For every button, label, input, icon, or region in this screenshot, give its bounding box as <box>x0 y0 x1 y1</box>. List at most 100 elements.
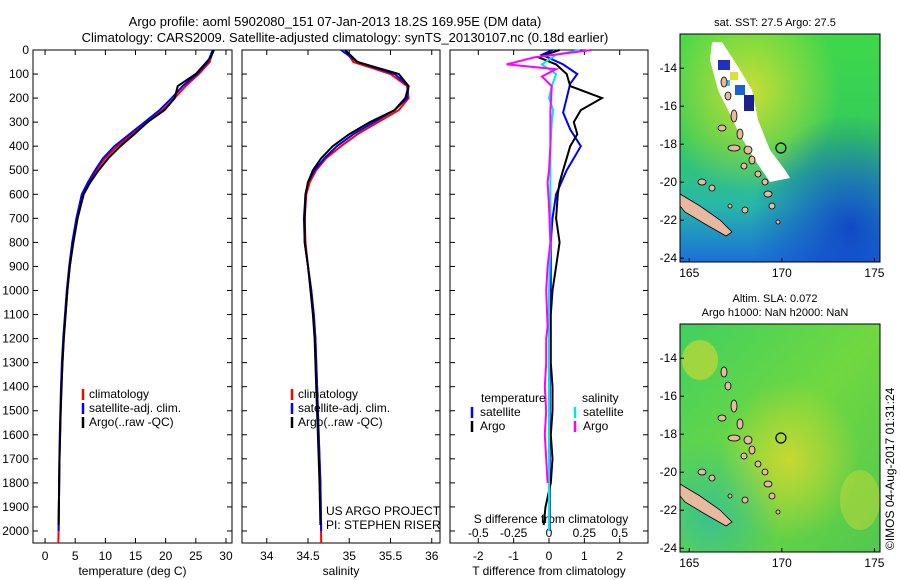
salinity-series-argo-raw-qc-[interactable] <box>303 49 410 526</box>
vanuatu-island <box>748 445 756 455</box>
salinity-legend-label: satellite-adj. clim. <box>298 401 390 415</box>
salinity-diff-tick-label: -0.5 <box>468 526 489 540</box>
depth-tick-label: 1400 <box>2 380 29 394</box>
sla-map[interactable] <box>680 324 880 552</box>
vanuatu-island <box>724 381 732 391</box>
sst-cold-region <box>680 34 880 262</box>
figure-title-line2: Climatology: CARS2009. Satellite-adjuste… <box>82 30 609 45</box>
sla_map-float-marker[interactable] <box>775 432 787 444</box>
differences-xlabel: T difference from climatology <box>472 564 626 578</box>
depth-tick-label: 1000 <box>2 283 29 297</box>
depth-tick-label: 700 <box>9 211 29 225</box>
sst_map-lon-label: 175 <box>864 266 884 280</box>
new-caledonia-island <box>679 483 733 527</box>
salinity-xtick-label: 36 <box>425 549 439 563</box>
vanuatu-island <box>748 155 756 165</box>
salinity-xtick-label: 34 <box>260 549 274 563</box>
temperature-series-argo-raw-qc-[interactable] <box>57 49 215 526</box>
depth-tick-label: 400 <box>9 139 29 153</box>
salinity-diff-tick-label: -0.25 <box>500 526 528 540</box>
sst_map-lat-label: -24 <box>660 251 678 265</box>
depth-tick-label: 1300 <box>2 356 29 370</box>
vanuatu-island <box>741 206 749 214</box>
sla-map-title-2: Argo h1000: NaN h2000: NaN <box>702 307 849 319</box>
depth-tick-label: 200 <box>9 91 29 105</box>
diff-legend-salinity-heading: salinity <box>582 391 619 405</box>
sst_map-lat-label: -16 <box>660 99 678 113</box>
temperature-legend-label: climatology <box>89 387 149 401</box>
vanuatu-island <box>754 460 762 468</box>
sst-map-title: sat. SST: 27.5 Argo: 27.5 <box>714 17 836 29</box>
temperature-series-satellite-adj-clim-[interactable] <box>57 49 214 532</box>
sst-map[interactable] <box>680 34 880 262</box>
salinity-diff-tick-label: 0.25 <box>573 526 597 540</box>
vanuatu-island <box>763 480 773 488</box>
salinity-xtick-label: 35.5 <box>379 549 403 563</box>
project-label: US ARGO PROJECT <box>326 504 441 518</box>
pi-label: PI: STEPHEN RISER <box>326 518 441 532</box>
sst_map-lat-label: -22 <box>660 213 678 227</box>
sla_map-lat-label: -22 <box>660 503 678 517</box>
vanuatu-island <box>727 493 733 499</box>
sla_map-frame <box>679 323 881 553</box>
vanuatu-island <box>768 492 776 500</box>
differences-panel[interactable]: -2 -1 0 1 2T difference from climatology -0.5… <box>449 49 649 578</box>
vanuatu-island <box>775 509 781 515</box>
differences-xtick-label: 2 <box>616 549 623 563</box>
sla_map-lon-label: 165 <box>679 556 699 570</box>
differences-series-temperature-argo[interactable] <box>535 49 605 526</box>
vanuatu-island <box>740 452 748 460</box>
temperature-frame <box>32 49 233 544</box>
sst_map-lat-label: -20 <box>660 175 678 189</box>
vanuatu-island <box>736 418 744 430</box>
differences-series-temperature-satellite[interactable] <box>539 49 582 531</box>
differences-xtick-label: 1 <box>581 549 588 563</box>
temperature-legend-label: satellite-adj. clim. <box>89 401 181 415</box>
imos-watermark: ©IMOS 04-Aug-2017 01:31:24 <box>883 387 897 550</box>
vanuatu-island <box>720 366 728 378</box>
diff-legend-label: satellite <box>583 405 624 419</box>
depth-tick-label: 800 <box>9 235 29 249</box>
salinity-panel[interactable]: 34 34.5 35 35.5 36 salinity climatologysatelli… <box>241 49 441 578</box>
temperature-series-climatology[interactable] <box>57 49 214 544</box>
vanuatu-island <box>708 474 716 482</box>
sst-islands <box>679 76 781 237</box>
sla-yellow-patch-2 <box>840 470 880 530</box>
sla_map-lon-label: 175 <box>864 556 884 570</box>
temperature-xtick-label: 5 <box>72 549 79 563</box>
sst_map-float-marker[interactable] <box>775 142 787 154</box>
vanuatu-island <box>768 202 776 210</box>
diff-legend-label: satellite <box>480 405 521 419</box>
depth-tick-label: 1900 <box>2 500 29 514</box>
sst_map-frame <box>679 33 881 263</box>
depth-tick-label: 1700 <box>2 452 29 466</box>
vanuatu-island <box>727 434 741 442</box>
temperature-xlabel: temperature (deg C) <box>78 564 186 578</box>
sst_map-lat-label: -14 <box>660 61 678 75</box>
vanuatu-island <box>763 190 773 198</box>
differences-xtick-label: 0 <box>546 549 553 563</box>
differences-series-salinity-argo[interactable] <box>506 49 592 483</box>
vanuatu-island <box>717 124 727 132</box>
sst-pixel-4 <box>744 95 754 111</box>
salinity-frame <box>241 49 441 544</box>
vanuatu-island <box>697 178 707 186</box>
vanuatu-island <box>720 76 728 88</box>
sst_map-lon-label: 165 <box>679 266 699 280</box>
vanuatu-island <box>697 468 707 476</box>
sla_map-lat-label: -24 <box>660 541 678 555</box>
depth-tick-label: 500 <box>9 163 29 177</box>
vanuatu-island <box>724 91 732 101</box>
depth-tick-label: 600 <box>9 187 29 201</box>
sla_map-lat-label: -20 <box>660 465 678 479</box>
temperature-panel[interactable]: 0 5 10 15 20 25 30 temperature (deg C) 0 100 200 30… <box>2 43 233 578</box>
sla_map-lat-label: -14 <box>660 351 678 365</box>
salinity-xtick-label: 34.5 <box>296 549 320 563</box>
temperature-xtick-label: 25 <box>189 549 203 563</box>
vanuatu-island <box>740 162 748 170</box>
vanuatu-island <box>754 170 762 178</box>
temperature-xtick-label: 20 <box>159 549 173 563</box>
sla-yellow-patch-1 <box>682 340 718 380</box>
sst-pixel-1 <box>718 60 730 70</box>
depth-tick-label: 1200 <box>2 332 29 346</box>
